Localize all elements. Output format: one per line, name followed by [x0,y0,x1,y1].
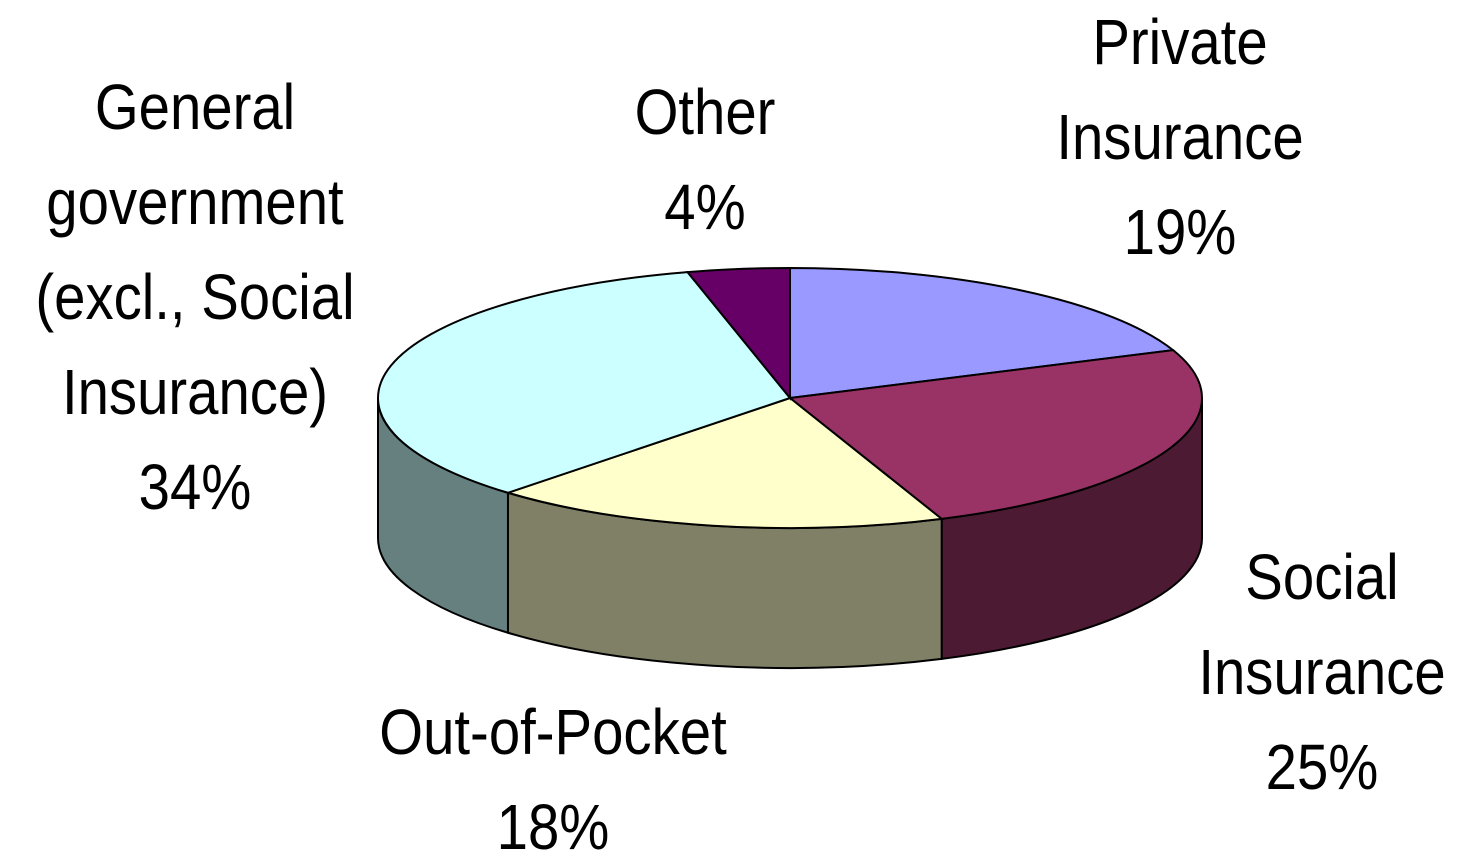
value-label: 34% [138,451,252,523]
slice [504,396,945,529]
category-label: Private Insurance [1056,6,1304,173]
slice [377,271,792,494]
slice-label: Social Insurance 25% [1155,530,1465,815]
value-label: 19% [1123,196,1237,268]
category-label: Social Insurance [1198,541,1446,708]
slice-label: Out-of-Pocket 18% [307,685,800,857]
slice [685,266,791,401]
category-label: Out-of-Pocket [379,696,727,768]
value-label: 25% [1265,731,1379,803]
category-label: General government (excl., Social Insura… [35,71,355,428]
category-label: Other [634,76,776,148]
slice-label: Private Insurance 19% [1013,0,1347,280]
value-label: 18% [496,791,610,857]
slice-label: General government (excl., Social Insura… [19,60,371,535]
slice-label: Other 4% [573,65,837,255]
value-label: 4% [664,171,746,243]
slice [787,349,1203,520]
slice [789,266,1176,400]
